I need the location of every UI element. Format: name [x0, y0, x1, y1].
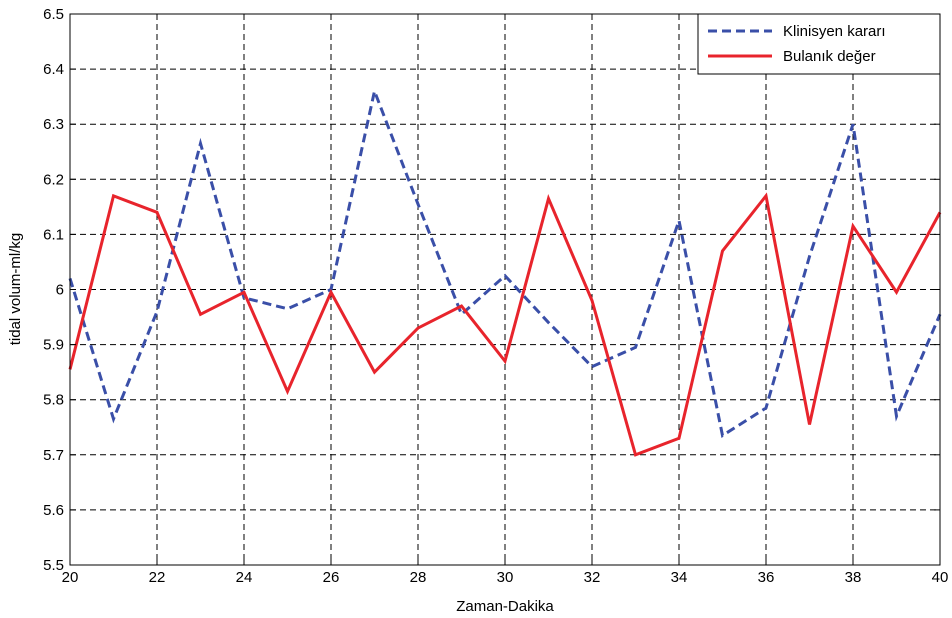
- y-tick-label: 5.8: [43, 392, 64, 409]
- y-tick-label: 6.4: [43, 61, 64, 78]
- y-axis-title: tidal volum-ml/kg: [7, 233, 24, 346]
- x-tick-labels: 20 22 24 26 28 30 32 34 36 38 40: [62, 569, 949, 586]
- y-tick-label: 6.1: [43, 226, 64, 243]
- axis-ticks: [69, 13, 941, 566]
- series-line-bulanik: [68, 192, 942, 457]
- series-line-klinisyen: [68, 85, 942, 438]
- series-layer: [68, 85, 942, 457]
- x-tick-label: 30: [497, 569, 514, 586]
- x-tick-label: 40: [932, 569, 949, 586]
- x-tick-label: 22: [149, 569, 166, 586]
- y-tick-label: 6.3: [43, 116, 64, 133]
- y-tick-label: 6: [56, 282, 64, 299]
- legend: Klinisyen kararı Bulanık değer: [697, 13, 941, 75]
- x-axis-title: Zaman-Dakika: [456, 598, 554, 615]
- x-tick-label: 34: [671, 569, 688, 586]
- legend-label-klinisyen: Klinisyen kararı: [783, 23, 886, 40]
- x-tick-label: 24: [236, 569, 253, 586]
- legend-box: [697, 13, 941, 75]
- y-tick-label: 5.9: [43, 337, 64, 354]
- x-tick-label: 20: [62, 569, 79, 586]
- x-tick-label: 36: [758, 569, 775, 586]
- y-tick-label: 5.6: [43, 502, 64, 519]
- x-tick-label: 28: [410, 569, 427, 586]
- x-tick-label: 32: [584, 569, 601, 586]
- y-tick-labels: 5.5 5.6 5.7 5.8 5.9 6 6.1 6.2 6.3 6.4 6.5: [43, 6, 64, 574]
- legend-label-bulanik: Bulanık değer: [783, 48, 876, 65]
- x-tick-label: 38: [845, 569, 862, 586]
- x-tick-label: 26: [323, 569, 340, 586]
- y-tick-label: 5.5: [43, 557, 64, 574]
- y-tick-label: 6.2: [43, 171, 64, 188]
- y-tick-label: 6.5: [43, 6, 64, 23]
- y-tick-label: 5.7: [43, 447, 64, 464]
